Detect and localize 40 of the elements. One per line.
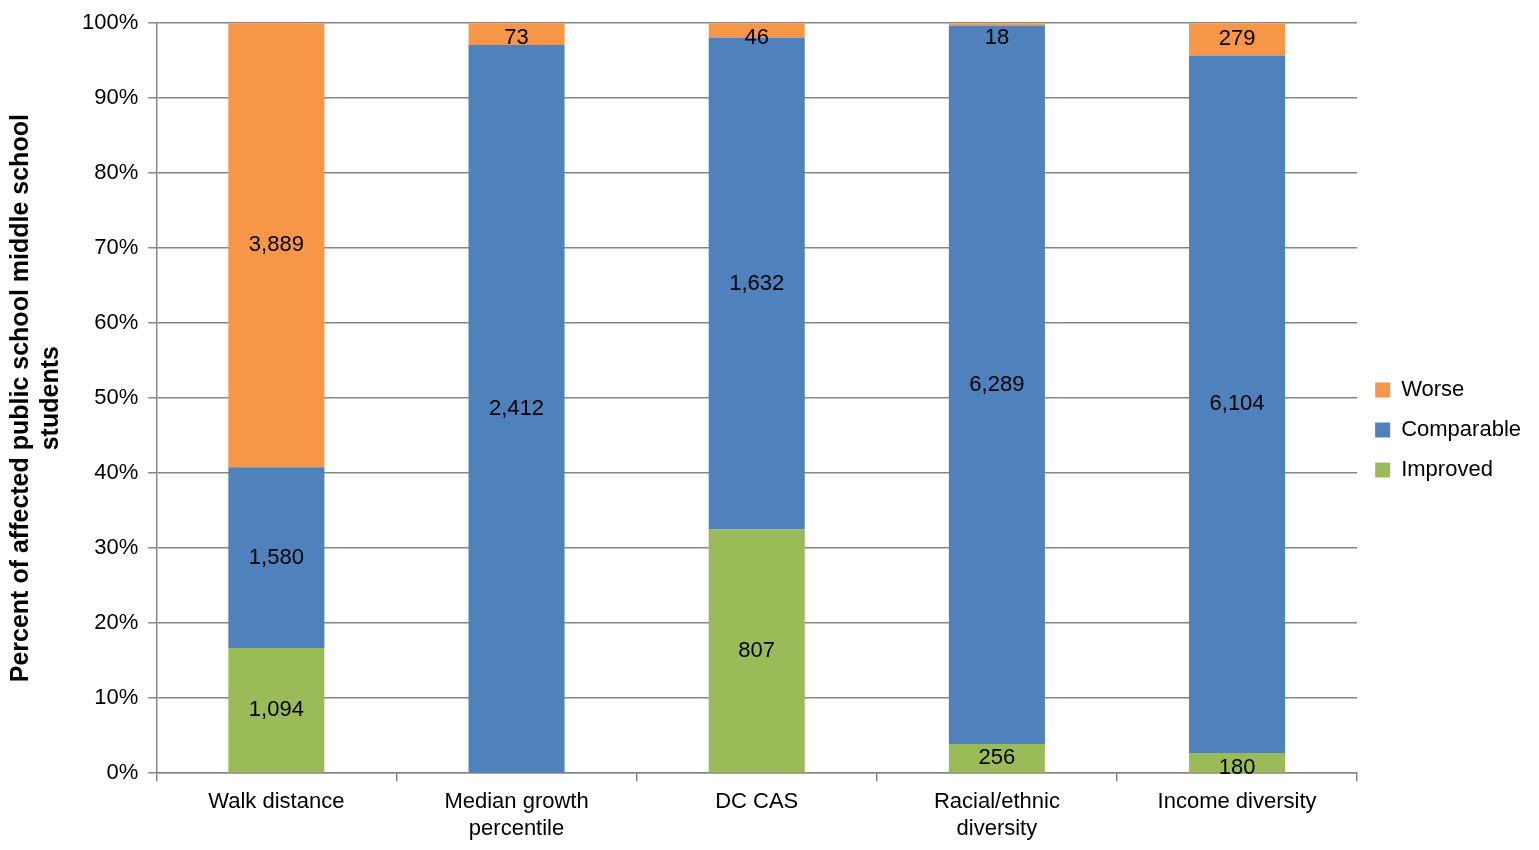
bar: [228, 467, 325, 648]
annotation: 1,632: [729, 269, 785, 295]
bar: [228, 23, 325, 468]
y-tick-label: 40%: [94, 459, 139, 485]
annotation: 6,104: [1209, 390, 1265, 416]
annotation: 1,580: [248, 543, 304, 569]
legend-label: Worse: [1401, 376, 1465, 402]
annotation: 18: [984, 24, 1010, 50]
y-tick-label: 70%: [94, 234, 139, 260]
y-tick-label: 10%: [94, 684, 139, 710]
annotation: 6,289: [969, 370, 1025, 396]
y-tick-label: 20%: [94, 609, 139, 635]
x-tick-label: Income diversity: [1157, 788, 1317, 814]
y-axis-title: Percent of affected public school middle school students: [4, 114, 63, 683]
y-tick-label: 60%: [94, 309, 139, 335]
annotation: 3,889: [248, 231, 304, 257]
y-tick-label: 30%: [94, 534, 139, 560]
annotation: 2,412: [489, 394, 545, 420]
bar: [1189, 55, 1286, 753]
bar: [228, 647, 325, 773]
x-tick-label: DC CAS: [715, 788, 799, 814]
annotation: 279: [1218, 25, 1256, 51]
x-tick-label: Median growth percentile: [444, 788, 589, 840]
legend-label: Comparable: [1401, 416, 1521, 442]
annotation: 1,094: [248, 696, 304, 722]
y-tick-label: 100%: [81, 9, 139, 35]
x-tick-label: Walk distance: [208, 788, 345, 814]
bar: [708, 529, 805, 773]
annotation: 256: [978, 744, 1016, 770]
x-tick-label: Racial/ethnic diversity: [933, 788, 1060, 840]
legend-label: Improved: [1401, 456, 1493, 482]
annotation: 180: [1218, 754, 1256, 780]
y-tick-label: 0%: [106, 759, 139, 785]
y-tick-label: 90%: [94, 84, 139, 110]
bar: [948, 25, 1045, 744]
y-tick-label: 50%: [94, 384, 139, 410]
y-tick-label: 80%: [94, 159, 139, 185]
annotation: 807: [738, 637, 776, 663]
annotation: 73: [504, 24, 529, 50]
bar: [468, 44, 565, 773]
